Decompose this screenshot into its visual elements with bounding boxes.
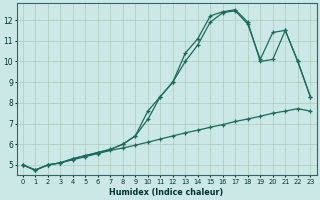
X-axis label: Humidex (Indice chaleur): Humidex (Indice chaleur) bbox=[109, 188, 224, 197]
